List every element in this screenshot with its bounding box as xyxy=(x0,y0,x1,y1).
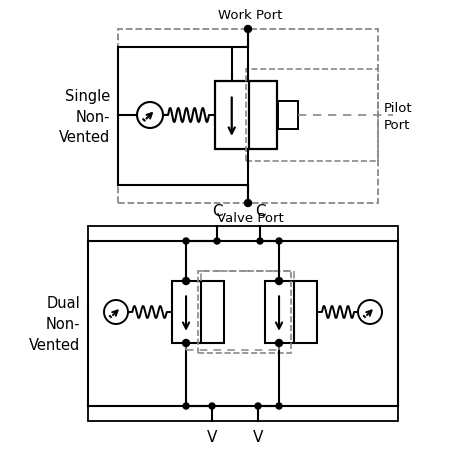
Circle shape xyxy=(257,239,262,244)
Circle shape xyxy=(183,239,189,244)
Bar xyxy=(215,82,276,150)
Text: Single
Non-
Vented: Single Non- Vented xyxy=(59,88,110,145)
Bar xyxy=(264,281,316,343)
Bar xyxy=(198,272,290,353)
Text: Valve Port: Valve Port xyxy=(216,212,283,225)
Text: Work Port: Work Port xyxy=(217,9,281,22)
Circle shape xyxy=(182,340,189,347)
Circle shape xyxy=(244,27,251,33)
Circle shape xyxy=(183,403,189,409)
Circle shape xyxy=(276,403,281,409)
Bar xyxy=(277,102,297,129)
Bar xyxy=(172,281,224,343)
Text: V: V xyxy=(252,429,262,444)
Circle shape xyxy=(275,278,282,285)
Bar xyxy=(88,226,397,421)
Text: V: V xyxy=(207,429,217,444)
Circle shape xyxy=(276,239,281,244)
Text: C: C xyxy=(211,203,222,219)
Circle shape xyxy=(208,403,215,409)
Text: Dual
Non-
Vented: Dual Non- Vented xyxy=(29,295,80,352)
Text: Pilot
Port: Pilot Port xyxy=(383,102,412,132)
Circle shape xyxy=(213,239,220,244)
Circle shape xyxy=(254,403,260,409)
Bar xyxy=(118,30,377,203)
Text: C: C xyxy=(254,203,265,219)
Circle shape xyxy=(182,278,189,285)
Bar xyxy=(245,70,377,161)
Circle shape xyxy=(275,340,282,347)
Circle shape xyxy=(244,200,251,207)
